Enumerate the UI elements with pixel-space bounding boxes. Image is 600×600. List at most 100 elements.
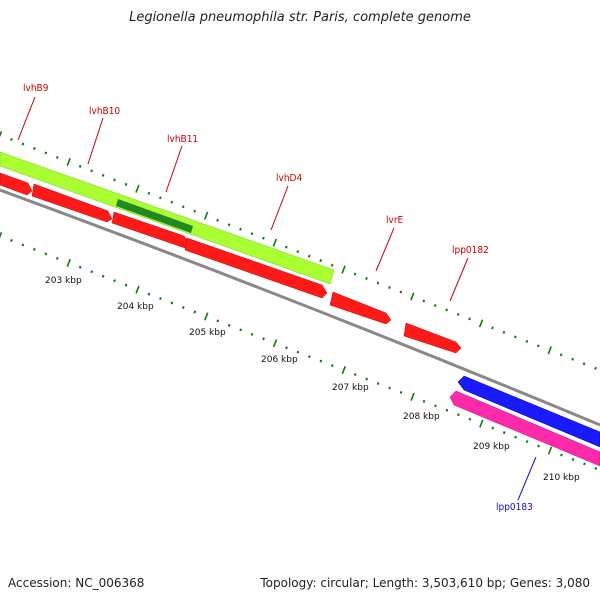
backbone-line [0,188,600,427]
outer-tick [44,151,48,155]
connector-lvrE [375,227,395,272]
inner-tick [204,312,209,321]
outer-tick [559,353,563,357]
inner-tick [445,408,449,412]
inner-tick [399,390,403,394]
outer-tick [203,211,209,220]
outer-tick [296,250,300,254]
scale-labels: 203 kbp 204 kbp 205 kbp 206 kbp 207 kbp … [45,276,580,483]
genome-stats-text: Topology: circular; Length: 3,503,610 bp… [260,576,590,590]
inner-tick [388,386,391,390]
inner-tick [272,339,278,348]
inner-tick [44,252,48,256]
gene-label-lpp0182[interactable]: lpp0182 [452,245,489,256]
label-connectors [17,96,537,501]
connector-lpp0183 [517,456,537,501]
inner-tick [434,404,437,408]
inner-tick [90,270,94,274]
outer-tick [571,357,575,361]
gene-arrow-lpp0182[interactable] [403,322,462,354]
gene-label-lvhB11[interactable]: lvhB11 [167,134,198,145]
outer-tick [594,366,597,370]
outer-tick [547,346,552,355]
connector-lpp0182 [449,257,469,302]
scale-label-208: 208 kbp [403,412,440,422]
scale-label-210: 210 kbp [543,473,580,483]
inner-tick [514,435,518,439]
inner-tick [113,279,116,283]
outer-tick [422,299,426,303]
connector-lvhB11 [165,145,183,193]
inner-tick [583,462,586,466]
inner-tick [170,301,174,305]
inner-tick [502,431,506,435]
connector-lvhB9 [17,96,36,141]
inner-tick-row [0,231,598,470]
scale-label-207: 207 kbp [332,383,369,393]
outer-tick [193,209,197,213]
outer-tick [66,157,71,166]
gene-label-lvhB9[interactable]: lvhB9 [23,83,49,94]
outer-tick [158,196,162,200]
inner-tick [491,426,495,430]
outer-tick [376,281,380,285]
gene-label-lvhB10[interactable]: lvhB10 [89,106,120,117]
gene-arrow-lvrE[interactable] [329,291,392,325]
accession-text: Accession: NC_006368 [8,576,145,590]
inner-tick [250,332,254,336]
outer-tick [445,308,449,312]
inner-tick [33,247,36,251]
outer-tick [410,292,415,301]
connector-lvhD4 [270,185,289,231]
outer-tick [478,319,484,328]
outer-tick [135,184,140,193]
gene-label-lvrE[interactable]: lvrE [386,215,404,226]
feature-band-dark-green[interactable] [116,199,193,233]
inner-tick [285,346,288,350]
outer-tick [365,277,368,281]
gene-label-lpp0183[interactable]: lpp0183 [496,502,533,513]
outer-tick [319,259,323,263]
outer-tick [113,178,116,182]
outer-tick [468,317,471,321]
gene-arrow-lpp0183[interactable] [449,390,600,467]
outer-tick [227,223,231,227]
scale-label-206: 206 kbp [261,355,298,365]
scale-label-203: 203 kbp [45,276,82,286]
outer-tick [262,236,265,240]
inner-tick [159,297,162,301]
outer-tick [32,146,36,150]
gene-arrow-lvhB10[interactable] [31,183,113,223]
outer-tick [502,330,506,334]
outer-tick [388,286,391,289]
gene-label-lvhD4[interactable]: lvhD4 [276,173,302,184]
inner-tick [55,256,59,260]
connector-lvhB10 [87,117,104,165]
outer-tick [0,130,3,138]
inner-tick [376,382,380,385]
inner-tick [296,350,300,354]
inner-tick [147,292,151,296]
outer-tick [284,245,288,249]
outer-tick [124,182,128,186]
gene-arrow-lvhB9[interactable] [0,172,33,196]
inner-tick [66,258,71,267]
inner-tick [479,419,484,428]
gene-arrow-lvhD4[interactable] [184,237,328,299]
inner-tick [457,413,460,417]
inner-tick [537,444,540,448]
outer-tick [582,362,586,366]
outer-tick [216,218,219,222]
inner-tick [594,466,598,470]
scale-label-204: 204 kbp [117,302,154,312]
outer-tick [433,303,437,307]
outer-tick [341,265,346,274]
inner-tick [10,238,13,242]
gene-arrow-blue[interactable] [457,375,600,448]
inner-tick [468,417,472,421]
scale-label-209: 209 kbp [473,442,510,452]
outer-tick [307,254,311,258]
scale-label-205: 205 kbp [189,328,226,338]
inner-tick [571,457,575,461]
